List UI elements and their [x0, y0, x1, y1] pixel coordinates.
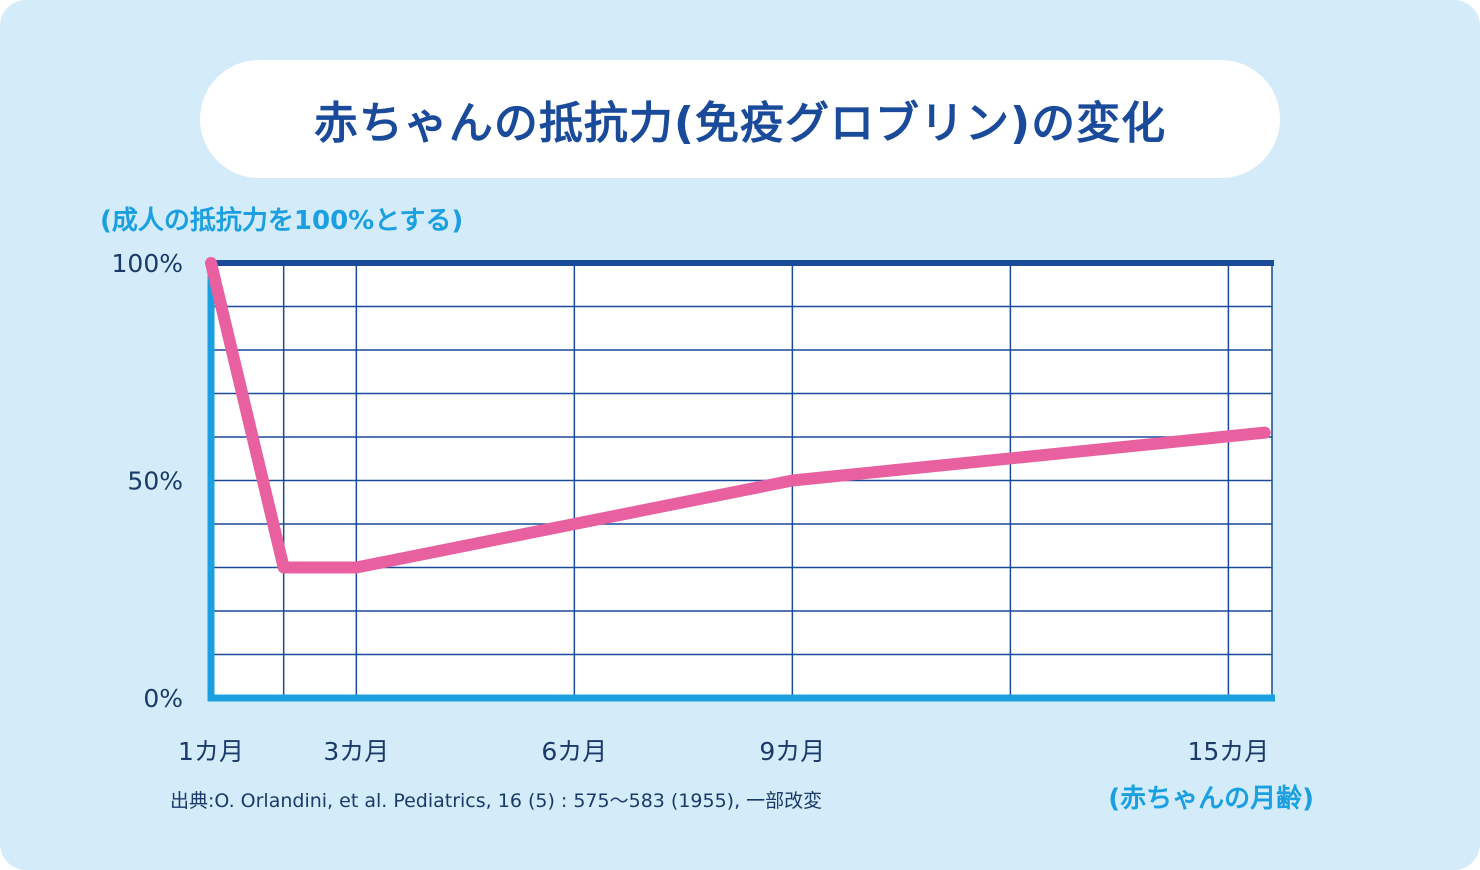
title-pill: 赤ちゃんの抵抗力(免疫グロブリン)の変化 [200, 60, 1280, 178]
y-tick-label: 50% [127, 467, 183, 496]
x-tick-label: 9カ月 [759, 737, 825, 766]
y-tick-label: 0% [143, 684, 183, 713]
x-axis-title: (赤ちゃんの月齢) [1108, 784, 1314, 814]
chart-title: 赤ちゃんの抵抗力(免疫グロブリン)の変化 [313, 98, 1167, 149]
x-tick-label: 1カ月 [178, 737, 244, 766]
y-axis-title: (成人の抵抗力を100%とする) [100, 206, 464, 236]
x-tick-label: 6カ月 [541, 737, 607, 766]
x-tick-label: 15カ月 [1187, 737, 1269, 766]
series-line [205, 257, 1271, 574]
y-tick-label: 100% [112, 249, 183, 278]
x-tick-label: 3カ月 [323, 737, 389, 766]
source-citation: 出典:O. Orlandini, et al. Pediatrics, 16 (… [170, 790, 823, 812]
